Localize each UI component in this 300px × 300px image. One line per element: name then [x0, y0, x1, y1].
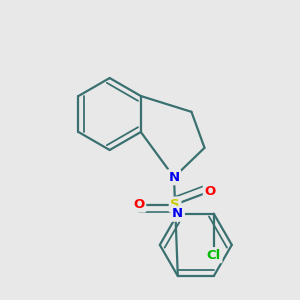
Text: S: S — [170, 198, 180, 211]
Text: O: O — [134, 198, 145, 211]
Text: Cl: Cl — [207, 249, 221, 262]
Text: O: O — [204, 185, 216, 198]
Text: N: N — [172, 207, 183, 220]
Text: N: N — [168, 171, 180, 184]
